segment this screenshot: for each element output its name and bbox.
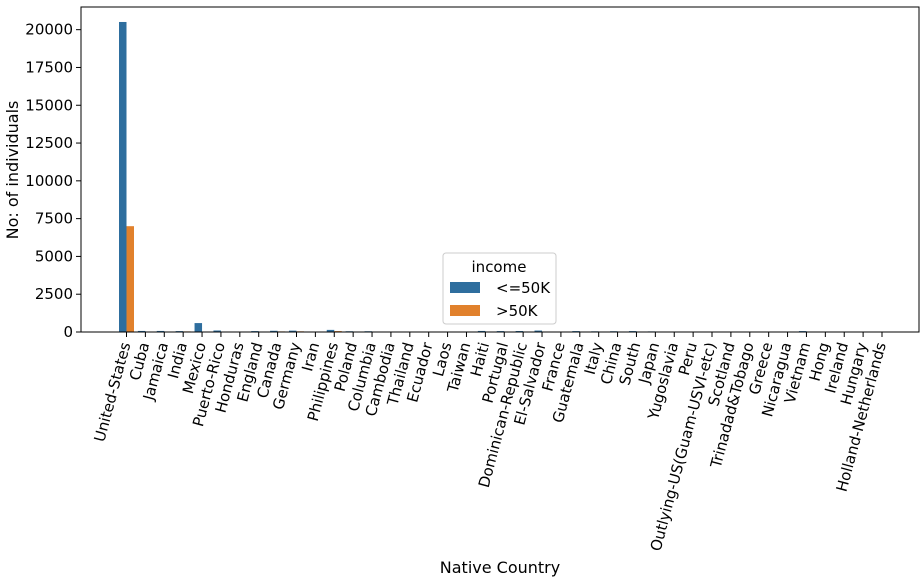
y-tick-label-10000: 10000 <box>25 172 73 190</box>
bar-canada-le50k <box>270 330 278 332</box>
x-tick-label-united-states: United-States <box>91 340 135 444</box>
x-axis: United-StatesCubaJamaicaIndiaMexicoPuert… <box>91 332 890 553</box>
bar-mexico-le50k <box>194 323 203 332</box>
legend-label-gt50k: >50K <box>496 302 539 320</box>
y-axis: 0 2500 5000 7500 10000 12500 15000 17500 20000 <box>25 21 81 341</box>
bar-united-states-gt50k <box>126 226 134 332</box>
bar-germany-le50k <box>288 330 297 332</box>
plot-frame <box>80 6 920 333</box>
y-axis-title: No: of individuals <box>3 101 22 240</box>
bar-puerto-rico-le50k <box>213 330 221 332</box>
bar-cuba-le50k <box>137 330 146 332</box>
y-tick-label-0: 0 <box>63 323 73 341</box>
legend-title: income <box>472 258 527 276</box>
y-tick-label-2500: 2500 <box>35 285 73 303</box>
bar-el-salvador-le50k <box>534 330 543 332</box>
x-axis-title: Native Country <box>440 558 560 577</box>
bar-haiti-le50k <box>477 330 486 332</box>
y-tick-label-7500: 7500 <box>35 210 73 228</box>
legend-label-le50k: <=50K <box>496 279 551 297</box>
legend: income <=50K >50K <box>442 252 557 325</box>
legend-swatch-le50k <box>450 282 480 293</box>
y-tick-label-15000: 15000 <box>25 96 73 114</box>
bar-jamaica-le50k <box>156 330 165 332</box>
y-tick-label-20000: 20000 <box>25 21 73 39</box>
y-tick-label-12500: 12500 <box>25 134 73 152</box>
y-tick-label-17500: 17500 <box>25 58 73 76</box>
y-tick-label-5000: 5000 <box>35 247 73 265</box>
bar-united-states-le50k <box>119 21 127 332</box>
bar-philippines-le50k <box>326 329 335 332</box>
legend-swatch-gt50k <box>450 305 480 316</box>
